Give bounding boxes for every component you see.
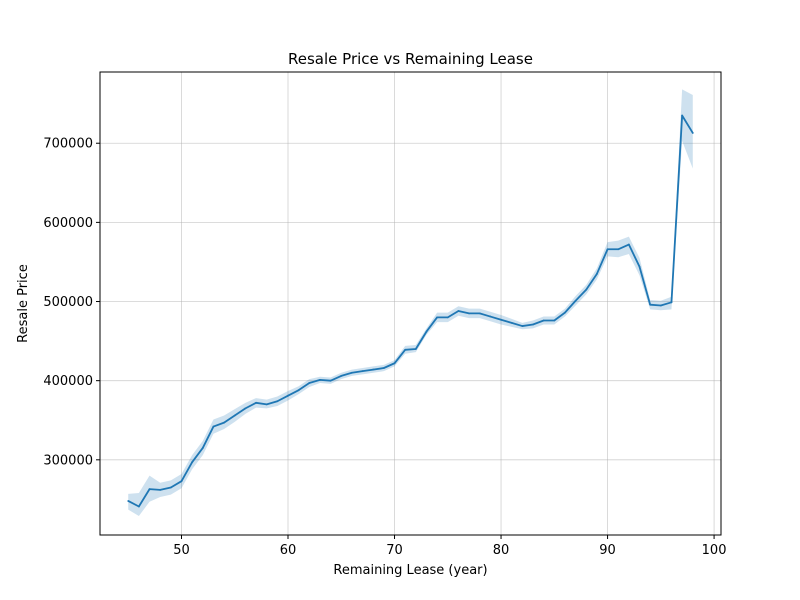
- y-tick-label: 500000: [43, 295, 93, 310]
- y-tick-label: 700000: [43, 137, 93, 152]
- data-point: [329, 379, 332, 382]
- data-point: [351, 371, 353, 374]
- data-point: [649, 303, 652, 306]
- x-tick-label: 70: [386, 543, 403, 558]
- chart-title: Resale Price vs Remaining Lease: [288, 50, 533, 68]
- data-point: [670, 301, 673, 304]
- data-point: [297, 389, 300, 392]
- data-point: [159, 488, 162, 491]
- data-point: [223, 421, 225, 424]
- data-point: [681, 114, 684, 117]
- series-line-group: [127, 114, 694, 508]
- data-point: [691, 132, 694, 134]
- y-tick-label: 400000: [43, 374, 93, 389]
- x-tick-label: 50: [173, 543, 190, 558]
- data-point: [521, 325, 524, 327]
- data-point: [510, 321, 513, 324]
- y-tick-label: 600000: [43, 216, 93, 231]
- data-point: [425, 330, 428, 333]
- data-point: [382, 367, 385, 369]
- data-point: [617, 248, 620, 251]
- y-ticks: 300000 400000 500000 600000 700000: [43, 137, 100, 468]
- x-tick-label: 90: [599, 543, 616, 558]
- data-point: [446, 316, 449, 319]
- x-tick-label: 80: [493, 543, 510, 558]
- data-point: [244, 407, 247, 410]
- y-axis-label: Resale Price: [16, 264, 31, 343]
- data-point: [361, 370, 364, 373]
- data-point: [478, 312, 481, 315]
- confidence-band-group: [128, 89, 693, 517]
- data-point: [137, 505, 140, 508]
- data-point: [468, 312, 470, 315]
- grid-lines: [100, 72, 721, 535]
- data-point: [212, 425, 215, 428]
- data-point: [414, 348, 417, 350]
- data-point: [180, 480, 183, 483]
- data-point: [627, 243, 630, 246]
- data-point: [287, 394, 289, 397]
- data-point: [489, 315, 492, 318]
- data-point: [276, 400, 279, 403]
- plot-area-border: [99, 71, 722, 536]
- data-point: [127, 500, 130, 502]
- data-point: [564, 311, 566, 314]
- data-point: [553, 319, 556, 322]
- data-point: [340, 375, 343, 377]
- data-point: [596, 272, 598, 275]
- data-point: [148, 488, 151, 490]
- data-point: [255, 401, 257, 404]
- data-point: [457, 310, 460, 312]
- data-point: [638, 265, 641, 268]
- data-point: [308, 382, 311, 384]
- data-point: [201, 447, 204, 449]
- data-point: [542, 319, 545, 322]
- x-ticks: 50 60 70 80 90 100: [173, 535, 726, 558]
- y-tick-label: 300000: [43, 453, 93, 468]
- data-point: [169, 486, 172, 489]
- data-point: [233, 414, 236, 417]
- x-axis-label: Remaining Lease (year): [333, 563, 487, 578]
- data-point: [372, 368, 375, 371]
- data-point: [585, 288, 588, 291]
- data-point: [404, 348, 407, 351]
- data-point: [606, 248, 609, 251]
- data-point: [191, 461, 194, 464]
- data-point: [436, 316, 439, 319]
- confidence-band: [128, 89, 693, 517]
- data-point: [393, 362, 396, 365]
- data-point: [265, 403, 268, 406]
- data-point: [574, 299, 577, 302]
- axes-frame: [99, 71, 722, 536]
- data-point: [500, 318, 502, 321]
- series-line: [127, 114, 694, 508]
- x-tick-label: 60: [280, 543, 297, 558]
- x-tick-label: 100: [702, 543, 727, 558]
- data-point: [319, 378, 321, 381]
- data-point: [532, 323, 534, 326]
- data-point: [659, 304, 662, 307]
